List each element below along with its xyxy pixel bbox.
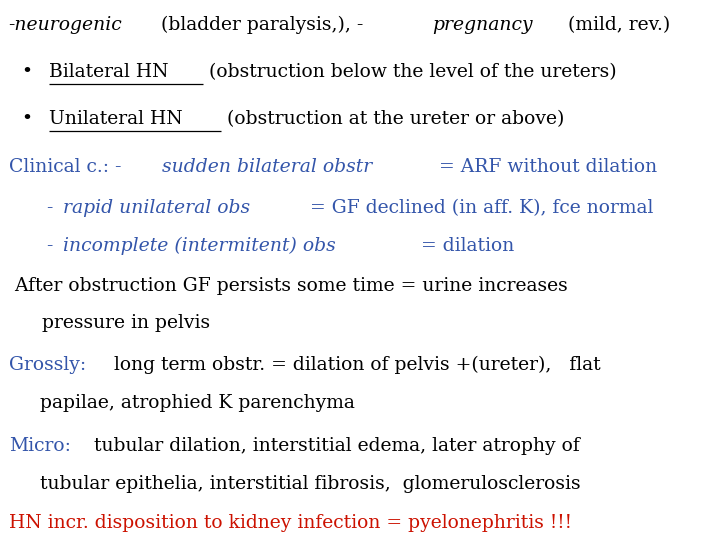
Text: = dilation: = dilation (415, 237, 514, 255)
Text: Micro:: Micro: (9, 437, 71, 455)
Text: Clinical c.: -: Clinical c.: - (9, 158, 127, 176)
Text: Grossly:: Grossly: (9, 356, 86, 374)
Text: After obstruction GF persists some time = urine increases: After obstruction GF persists some time … (9, 276, 567, 294)
Text: •: • (22, 110, 32, 128)
Text: (mild, rev.): (mild, rev.) (562, 16, 670, 33)
Text: Bilateral HN: Bilateral HN (49, 63, 168, 80)
Text: incomplete (intermitent) obs: incomplete (intermitent) obs (63, 237, 336, 255)
Text: •: • (22, 63, 32, 80)
Text: = ARF without dilation: = ARF without dilation (433, 158, 657, 176)
Text: long term obstr. = dilation of pelvis +(ureter),   flat: long term obstr. = dilation of pelvis +(… (108, 356, 600, 374)
Text: -: - (47, 237, 59, 255)
Text: -: - (47, 199, 59, 217)
Text: Unilateral HN: Unilateral HN (49, 110, 183, 128)
Text: pregnancy: pregnancy (432, 16, 533, 33)
Text: tubular dilation, interstitial edema, later atrophy of: tubular dilation, interstitial edema, la… (89, 437, 580, 455)
Text: -neurogenic: -neurogenic (9, 16, 122, 33)
Text: papilae, atrophied K parenchyma: papilae, atrophied K parenchyma (40, 394, 354, 411)
Text: = GF declined (in aff. K), fce normal: = GF declined (in aff. K), fce normal (305, 199, 654, 217)
Text: pressure in pelvis: pressure in pelvis (42, 314, 210, 332)
Text: sudden bilateral obstr: sudden bilateral obstr (161, 158, 372, 176)
Text: (bladder paralysis,), -: (bladder paralysis,), - (156, 16, 370, 33)
Text: (obstruction below the level of the ureters): (obstruction below the level of the uret… (203, 63, 617, 80)
Text: rapid unilateral obs: rapid unilateral obs (63, 199, 250, 217)
Text: HN incr. disposition to kidney infection = pyelonephritis !!!: HN incr. disposition to kidney infection… (9, 514, 572, 532)
Text: tubular epithelia, interstitial fibrosis,  glomerulosclerosis: tubular epithelia, interstitial fibrosis… (40, 475, 580, 492)
Text: (obstruction at the ureter or above): (obstruction at the ureter or above) (221, 110, 564, 128)
